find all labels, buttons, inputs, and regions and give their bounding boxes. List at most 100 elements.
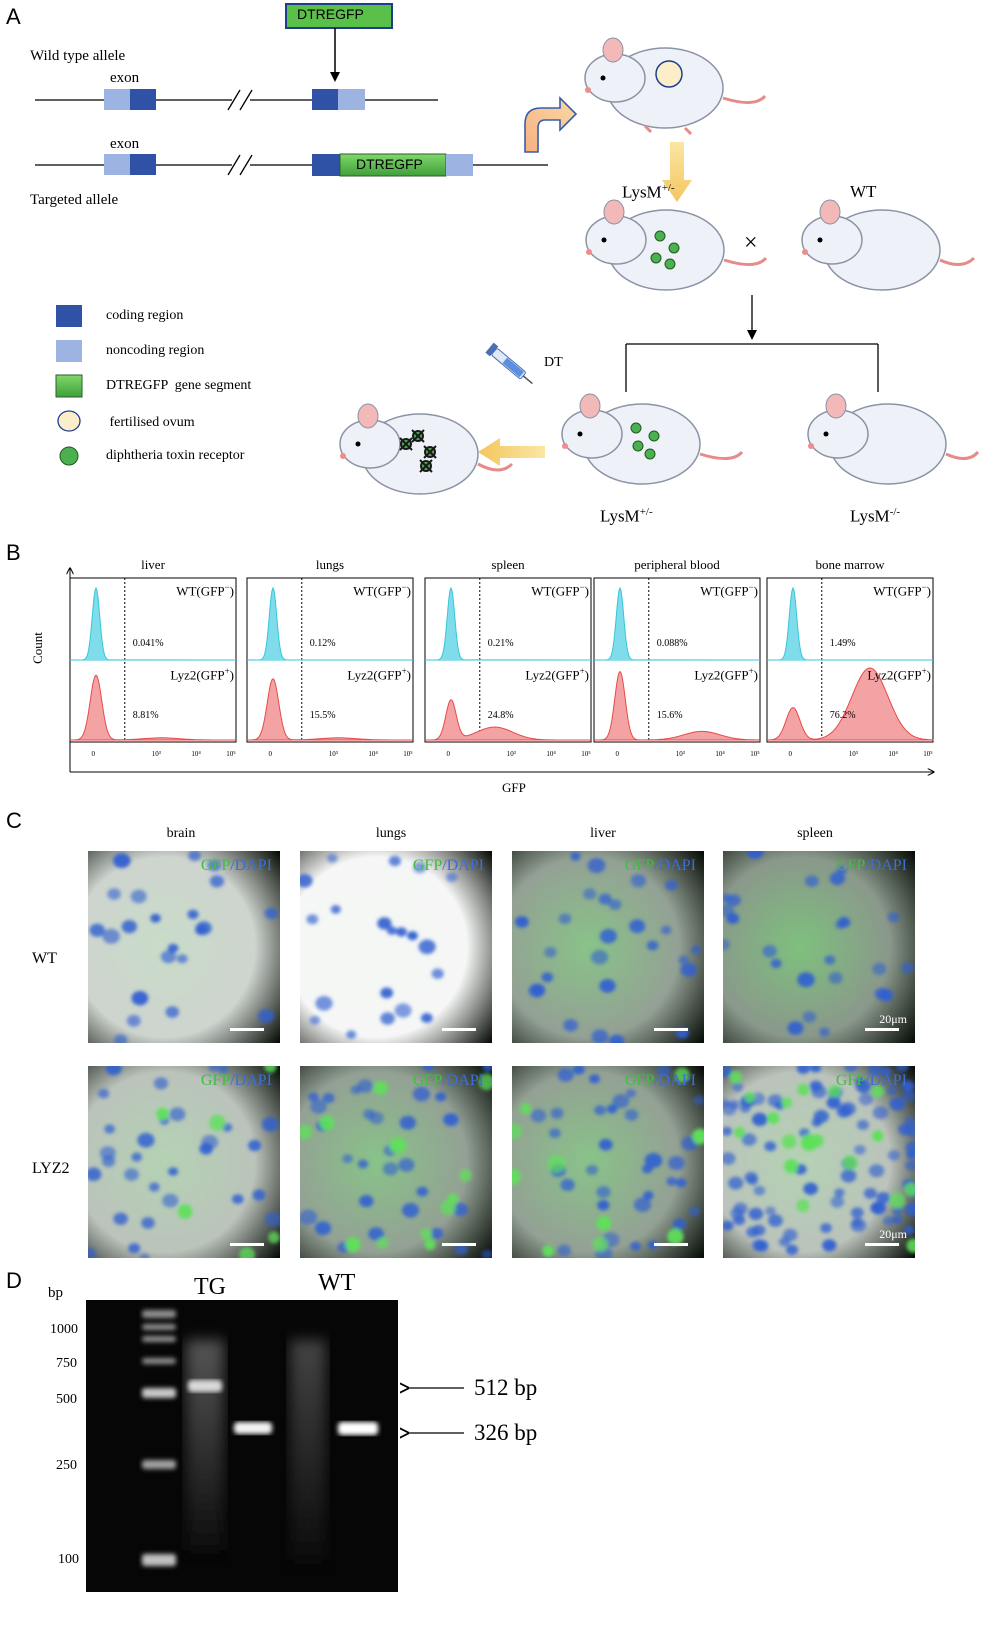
dapi-nucleus (407, 931, 418, 941)
dapi-nucleus (162, 1193, 179, 1208)
dapi-nucleus (768, 1214, 783, 1227)
dapi-nucleus (796, 1066, 811, 1074)
wt-gfp-percent: 0.12% (309, 638, 336, 649)
dapi-nucleus (207, 859, 222, 872)
dapi-nucleus (723, 938, 730, 951)
dapi-nucleus (726, 894, 741, 907)
gfp-cell (797, 1083, 810, 1096)
dapi-nucleus (868, 1164, 885, 1178)
dtregfp-construct-box (285, 3, 393, 29)
dapi-nucleus (570, 851, 581, 861)
dapi-nucleus (264, 1212, 280, 1227)
gfp-cell (796, 1199, 810, 1213)
panel-a-diagram (35, 3, 980, 495)
dapi-nucleus (314, 1221, 332, 1236)
band-326-label: 326 bp (474, 1420, 538, 1445)
dapi-nucleus (322, 1092, 335, 1104)
ladder-750: 750 (56, 1356, 77, 1371)
dapi-nucleus (609, 1034, 625, 1043)
dapi-nucleus (377, 917, 392, 930)
scale-bar (654, 1028, 688, 1031)
dapi-nucleus (208, 1066, 219, 1072)
scale-bar (865, 1243, 899, 1246)
ovum-icon (655, 60, 683, 88)
scale-bar (865, 1028, 899, 1031)
dapi-nucleus (752, 1239, 767, 1252)
dapi-nucleus (828, 972, 843, 984)
dapi-nucleus (606, 1104, 618, 1114)
dapi-nucleus (416, 1186, 429, 1197)
flow-y-label: Count (29, 632, 45, 664)
wt-gfp-percent: 1.49% (829, 638, 856, 649)
dapi-nucleus (232, 1194, 244, 1204)
dapi-nucleus (906, 1150, 915, 1159)
tg-gfp-label: Lyz2(GFP+) (525, 666, 589, 683)
tg-histogram (767, 667, 934, 741)
dapi-nucleus (887, 912, 900, 923)
dapi-nucleus (399, 1115, 416, 1130)
wt-gfp-label: WT(GFP−) (176, 582, 234, 599)
gfp-cell (889, 1192, 906, 1209)
dapi-nucleus (549, 1128, 561, 1139)
dapi-nucleus (306, 914, 319, 925)
dapi-nucleus (767, 1094, 783, 1107)
micrograph-lyz2-spleen: GFP/DAPI 20μm (723, 1066, 915, 1258)
dapi-nucleus (435, 1092, 447, 1102)
agarose-gel (86, 1300, 398, 1592)
flow-title-lungs: lungs (315, 557, 345, 572)
construct-label: DTREGFP (297, 6, 364, 22)
stain-label: GFP/DAPI (200, 1072, 272, 1089)
dapi-nucleus (105, 1066, 122, 1076)
band-tg-512 (188, 1380, 222, 1392)
dapi-nucleus (395, 927, 407, 937)
x-tick-label: 10⁵ (923, 750, 933, 758)
dapi-nucleus (881, 1067, 892, 1077)
dapi-nucleus (608, 899, 622, 910)
micrograph-wt-spleen: GFP/DAPI 20μm (723, 851, 915, 1043)
dapi-nucleus (673, 1218, 686, 1230)
dapi-nucleus (431, 968, 444, 979)
tg-gfp-label: Lyz2(GFP+) (170, 666, 234, 683)
mouse-wt-icon (801, 199, 976, 291)
dapi-nucleus (168, 1167, 179, 1176)
flow-title-spleen: spleen (491, 557, 525, 572)
gfp-cell (512, 1123, 522, 1140)
dapi-nucleus (820, 1223, 832, 1233)
dapi-nucleus (380, 987, 394, 999)
dapi-nucleus (418, 939, 436, 955)
tg-histogram (247, 678, 413, 741)
dapi-nucleus (850, 1207, 864, 1219)
dapi-nucleus (131, 991, 149, 1006)
dapi-nucleus (357, 1159, 369, 1169)
gfp-cell (692, 1128, 704, 1145)
dapi-nucleus (630, 874, 647, 888)
wt-exon-coding-right (312, 89, 339, 110)
dapi-nucleus (646, 940, 659, 951)
dapi-nucleus (201, 1135, 219, 1150)
dapi-nucleus (882, 1216, 894, 1226)
gfp-cell (827, 1084, 841, 1098)
wt-gfp-percent: 0.21% (487, 638, 514, 649)
dapi-nucleus (388, 855, 401, 867)
dapi-nucleus (350, 1085, 362, 1095)
dapi-nucleus (797, 972, 815, 988)
dapi-nucleus (723, 1220, 734, 1231)
wt-histogram (766, 586, 934, 661)
wt-gfp-label: WT(GFP−) (873, 582, 931, 599)
dapi-nucleus (810, 1066, 822, 1073)
dapi-nucleus (583, 888, 597, 900)
panel-c-letter: C (6, 808, 22, 833)
gfp-cell (674, 1067, 690, 1083)
x-tick-label: 0 (91, 750, 95, 758)
tg-gfp-percent: 24.8% (487, 710, 514, 721)
dapi-nucleus (597, 1200, 610, 1211)
gfp-cell (520, 1103, 532, 1115)
dapi-nucleus (446, 872, 458, 882)
dapi-nucleus (530, 983, 546, 997)
dapi-nucleus (785, 1244, 799, 1255)
dapi-nucleus (165, 1006, 180, 1018)
gfp-cell (319, 1115, 335, 1131)
stain-label: GFP/DAPI (412, 1072, 484, 1089)
dapi-nucleus (822, 1239, 837, 1252)
dapi-nucleus (809, 1080, 823, 1092)
